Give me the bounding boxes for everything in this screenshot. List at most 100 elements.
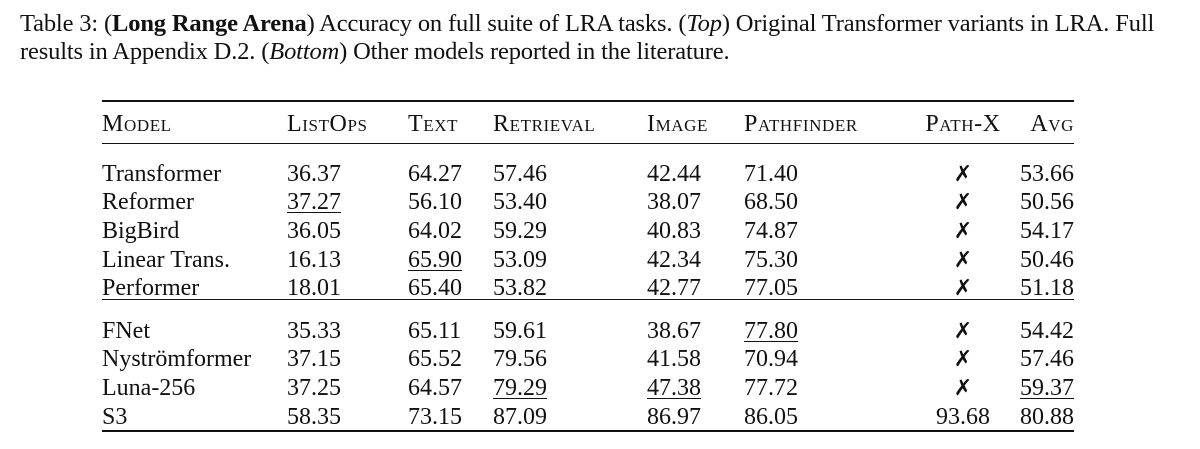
cell-avg: 53.66 <box>1020 160 1074 187</box>
cell-listops: 36.37 <box>287 160 341 187</box>
caption-part2: ) Original Transformer variants in LRA. … <box>20 10 1155 65</box>
cell-text: 64.57 <box>408 374 462 401</box>
table-row-best: S3 58.35 73.15 87.09 86.97 86.05 93.68 8… <box>102 403 1074 432</box>
cell-image: 86.97 <box>647 403 701 430</box>
cell-listops: 18.01 <box>287 275 341 302</box>
cross-mark-icon: ✗ <box>953 347 973 373</box>
cell-listops: 37.27 <box>287 189 341 216</box>
cell-listops: 58.35 <box>287 403 341 430</box>
mid-rule <box>102 299 1074 300</box>
cell-pathfinder: 86.05 <box>744 403 798 430</box>
caption-bottom-label: Bottom <box>269 38 340 65</box>
cell-image: 47.38 <box>647 374 701 401</box>
top-rule <box>102 100 1074 102</box>
col-header-retrieval: Retrieval <box>493 110 596 137</box>
col-header-listops: ListOps <box>287 110 368 137</box>
table-header-row: Model ListOps Text Retrieval Image Pathf… <box>102 108 1074 140</box>
cell-model: Transformer <box>102 160 222 187</box>
caption-top-label: Top <box>686 10 722 37</box>
table-row: FNet 35.33 65.11 59.61 38.67 77.80 ✗ 54.… <box>102 317 1074 346</box>
cell-avg: 50.46 <box>1020 246 1074 273</box>
table-row: Performer 18.01 65.40 53.82 42.77 77.05 … <box>102 274 1074 303</box>
table-row: Reformer 37.27 56.10 53.40 38.07 68.50 ✗… <box>102 189 1074 218</box>
cell-image: 40.83 <box>647 217 701 244</box>
cross-mark-icon: ✗ <box>953 375 973 401</box>
table-row: Linear Trans. 16.13 65.90 53.09 42.34 75… <box>102 246 1074 275</box>
cell-retrieval: 53.09 <box>493 246 547 273</box>
cell-pathfinder: 77.05 <box>744 275 798 302</box>
bottom-rule <box>102 430 1074 432</box>
caption-part1: ) Accuracy on full suite of LRA tasks. ( <box>306 10 687 37</box>
cell-avg: 51.18 <box>1020 275 1074 302</box>
caption-bold-title: Long Range Arena <box>112 10 307 37</box>
cell-model: S3 <box>102 403 128 430</box>
cell-retrieval: 87.09 <box>493 403 547 430</box>
cell-avg: 80.88 <box>1020 403 1074 430</box>
cell-image: 38.07 <box>647 189 701 216</box>
table-row: Transformer 36.37 64.27 57.46 42.44 71.4… <box>102 160 1074 189</box>
cell-avg: 54.42 <box>1020 317 1074 344</box>
cell-pathfinder: 74.87 <box>744 217 798 244</box>
cell-image: 42.77 <box>647 275 701 302</box>
caption-prefix: Table 3: ( <box>20 10 113 37</box>
cell-model: Luna-256 <box>102 374 196 401</box>
cell-listops: 16.13 <box>287 246 341 273</box>
caption-part3: ) Other models reported in the literatur… <box>339 38 730 65</box>
cell-text: 65.40 <box>408 275 462 302</box>
cell-retrieval: 59.61 <box>493 317 547 344</box>
cell-text: 64.27 <box>408 160 462 187</box>
col-header-path-x: Path-X <box>925 110 1001 137</box>
table-row: Nyströmformer 37.15 65.52 79.56 41.58 70… <box>102 346 1074 375</box>
spacer <box>102 303 1074 317</box>
cell-avg: 54.17 <box>1020 217 1074 244</box>
cell-text: 65.90 <box>408 246 462 273</box>
cell-text: 65.11 <box>408 317 462 344</box>
cell-avg: 59.37 <box>1020 374 1074 401</box>
cell-retrieval: 53.82 <box>493 275 547 302</box>
col-header-pathfinder: Pathfinder <box>744 110 858 137</box>
cross-mark-icon: ✗ <box>953 190 973 216</box>
cell-pathfinder: 71.40 <box>744 160 798 187</box>
col-header-text: Text <box>408 110 459 137</box>
cell-text: 65.52 <box>408 346 462 373</box>
cell-image: 42.44 <box>647 160 701 187</box>
table-caption: Table 3: (Long Range Arena) Accuracy on … <box>20 10 1185 66</box>
cell-model: Linear Trans. <box>102 246 230 273</box>
cell-avg: 50.56 <box>1020 189 1074 216</box>
cell-model: Nyströmformer <box>102 346 252 373</box>
table-row: BigBird 36.05 64.02 59.29 40.83 74.87 ✗ … <box>102 217 1074 246</box>
cell-model: Reformer <box>102 189 194 216</box>
header-rule <box>102 143 1074 144</box>
cell-model: BigBird <box>102 217 180 244</box>
cell-retrieval: 59.29 <box>493 217 547 244</box>
cell-listops: 36.05 <box>287 217 341 244</box>
cell-image: 38.67 <box>647 317 701 344</box>
cell-image: 42.34 <box>647 246 701 273</box>
cell-listops: 35.33 <box>287 317 341 344</box>
cell-pathfinder: 70.94 <box>744 346 798 373</box>
cell-pathfinder: 77.72 <box>744 374 798 401</box>
cross-mark-icon: ✗ <box>953 247 973 273</box>
cell-retrieval: 57.46 <box>493 160 547 187</box>
cell-pathfinder: 77.80 <box>744 317 798 344</box>
cell-model: Performer <box>102 275 200 302</box>
cross-mark-icon: ✗ <box>953 161 973 187</box>
cell-image: 41.58 <box>647 346 701 373</box>
cross-mark-icon: ✗ <box>953 218 973 244</box>
cell-path-x: 93.68 <box>936 403 990 430</box>
cell-pathfinder: 75.30 <box>744 246 798 273</box>
cross-mark-icon: ✗ <box>953 318 973 344</box>
cell-pathfinder: 68.50 <box>744 189 798 216</box>
cell-listops: 37.15 <box>287 346 341 373</box>
table-row: Luna-256 37.25 64.57 79.29 47.38 77.72 ✗… <box>102 374 1074 403</box>
cell-listops: 37.25 <box>287 374 341 401</box>
cross-mark-icon: ✗ <box>953 276 973 302</box>
cell-model: FNet <box>102 317 150 344</box>
cell-text: 64.02 <box>408 217 462 244</box>
col-header-avg: Avg <box>1030 110 1074 137</box>
spacer <box>102 140 1074 160</box>
cell-retrieval: 79.56 <box>493 346 547 373</box>
lra-results-table: Model ListOps Text Retrieval Image Pathf… <box>102 108 1074 431</box>
col-header-image: Image <box>647 110 709 137</box>
cell-text: 73.15 <box>408 403 462 430</box>
